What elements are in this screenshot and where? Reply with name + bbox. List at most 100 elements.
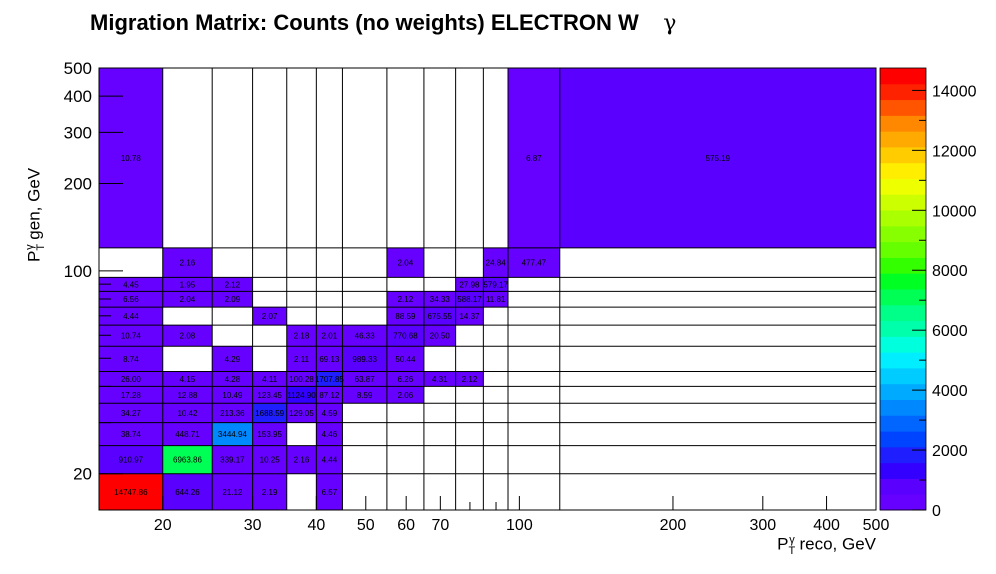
heatmap-cell: [212, 422, 253, 446]
colorbar-band: [880, 462, 926, 479]
x-tick-label: 20: [154, 517, 172, 534]
cell-value-label: 153.95: [257, 430, 282, 439]
colorbar-band: [880, 367, 926, 385]
heatmap-cell: [99, 346, 163, 372]
heatmap-cell: [455, 291, 484, 308]
cell-value-label: 2.12: [462, 375, 478, 384]
heatmap-cell: [212, 445, 253, 474]
cell-value-label: 2.11: [294, 355, 310, 364]
heatmap-cell: [316, 386, 343, 404]
cell-value-label: 675.55: [428, 312, 453, 321]
heatmap-cell: [99, 403, 163, 423]
cell-value-label: 2.16: [294, 456, 310, 465]
cell-value-label: 4.46: [322, 430, 338, 439]
cell-value-label: 2.19: [262, 488, 278, 497]
heatmap-cell: [162, 386, 213, 404]
heatmap-cell: [386, 346, 424, 372]
cell-value-label: 11.81: [486, 295, 506, 304]
colorbar-tick-label: 0: [932, 503, 941, 520]
cell-value-label: 10.78: [121, 154, 142, 163]
cell-value-label: 4.29: [225, 355, 241, 364]
heatmap-cell: [252, 386, 287, 404]
heatmap-cell: [455, 307, 484, 326]
cell-value-label: 588.17: [457, 295, 482, 304]
cell-value-label: 88.59: [395, 312, 416, 321]
cell-value-label: 10.49: [222, 391, 243, 400]
y-tick-label: 200: [64, 174, 92, 193]
heatmap-cell: [508, 247, 560, 278]
heatmap-cell: [252, 445, 287, 474]
cell-value-label: 3444.94: [218, 430, 247, 439]
cell-value-label: 38.74: [121, 430, 142, 439]
heatmap-cell: [99, 422, 163, 446]
cell-value-label: 989.33: [352, 355, 377, 364]
heatmap-cell: [316, 445, 343, 474]
y-tick-label: 100: [64, 262, 92, 281]
heatmap-cell: [342, 371, 387, 387]
cell-value-label: 123.45: [257, 391, 282, 400]
colorbar-band: [880, 478, 926, 495]
cell-value-label: 213.36: [220, 409, 245, 418]
colorbar-band: [880, 494, 926, 511]
heatmap-cell: [455, 371, 484, 387]
cell-value-label: 448.71: [175, 430, 200, 439]
colorbar-band: [880, 83, 926, 101]
colorbar-band: [880, 146, 926, 164]
heatmap-cell: [483, 277, 509, 292]
colorbar-band: [880, 399, 926, 416]
cell-value-label: 770.68: [393, 332, 418, 341]
cell-value-label: 12.88: [177, 391, 198, 400]
heatmap-cell: [316, 473, 343, 510]
cell-value-label: 100.28: [289, 375, 314, 384]
color-scale-bar: 0 2000 4000 6000 8000 10000 12000 14000: [879, 67, 977, 520]
cell-value-label: 10.74: [121, 332, 142, 341]
heatmap-cell: [252, 473, 287, 510]
colorbar-band: [880, 320, 926, 337]
colorbar-tick-label: 2000: [932, 443, 968, 460]
heatmap-cell: [212, 371, 253, 387]
cell-value-label: 339.17: [220, 456, 245, 465]
cell-value-label: 21.12: [222, 488, 243, 497]
plot-frame: [98, 67, 877, 511]
heatmap-cell: [99, 68, 163, 248]
cell-value-label: 1688.59: [255, 409, 284, 418]
colorbar-band: [880, 68, 926, 85]
heatmap-cell: [162, 325, 213, 347]
cell-value-label: 2.04: [398, 259, 414, 268]
cell-value-label: 87.12: [319, 391, 340, 400]
cell-value-label: 4.45: [123, 280, 139, 289]
cell-value-label: 2.06: [398, 391, 414, 400]
cell-value-label: 4.44: [322, 456, 338, 465]
chart-title: Migration Matrix: Counts (no weights) EL…: [90, 10, 677, 36]
cell-value-label: 4.28: [225, 375, 241, 384]
bin-grid: [99, 68, 876, 510]
heatmap-cell: [342, 325, 387, 347]
heatmap-cell: [286, 445, 317, 474]
heatmap-cell: [423, 371, 456, 387]
x-tick-label: 50: [357, 517, 375, 534]
heatmap-cell: [99, 277, 163, 292]
cell-value-label: 6.57: [322, 488, 338, 497]
heatmap-cell: [99, 325, 163, 347]
heatmap-cell: [508, 68, 560, 248]
x-tick-label: 300: [749, 517, 776, 534]
cell-value-label: 477.47: [522, 259, 547, 268]
cell-value-label: 17.28: [121, 391, 142, 400]
heatmap-cell: [286, 403, 317, 423]
heatmap-cell: [286, 346, 317, 372]
heatmap-cell: [99, 386, 163, 404]
heatmap-cell: [99, 371, 163, 387]
cell-value-label: 644.26: [175, 488, 200, 497]
heatmap-cell: [162, 291, 213, 308]
chart-title-symbol: γ: [663, 11, 677, 36]
colorbar-band: [880, 415, 926, 432]
x-tick-label: 400: [813, 517, 840, 534]
cell-value-label: 63.87: [355, 375, 376, 384]
heatmap-cell: [483, 291, 509, 308]
heatmap-cell: [455, 277, 484, 292]
cell-value-label: 26.00: [121, 375, 142, 384]
colorbar-band: [880, 225, 926, 243]
colorbar-band: [880, 273, 926, 290]
cell-value-labels: 14747.86 644.26 21.12 2.19 6.57 910.97 6963.86…: [114, 154, 730, 497]
x-tick-label: 70: [431, 517, 449, 534]
